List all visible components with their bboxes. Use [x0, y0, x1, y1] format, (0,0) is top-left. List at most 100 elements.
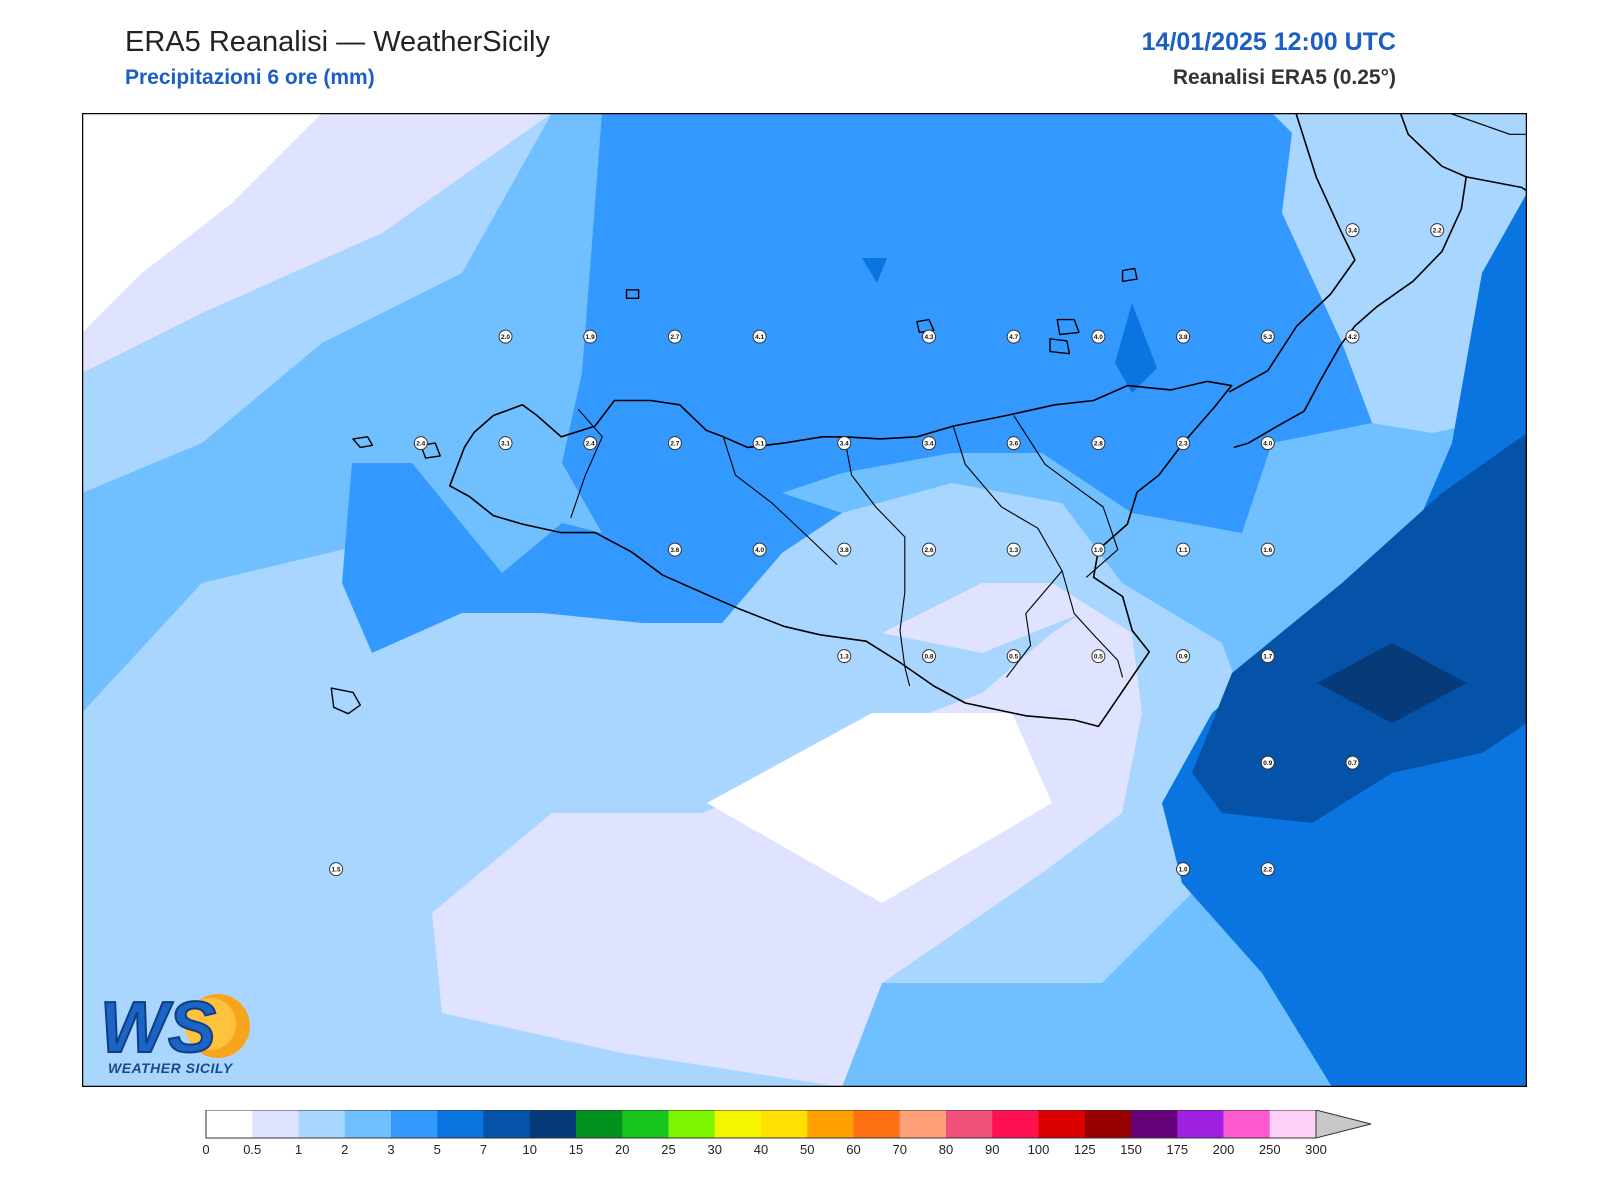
station-marker: 4.1 [752, 329, 767, 344]
band-5-7-local-2 [1115, 303, 1157, 393]
station-marker: 1.0 [1091, 542, 1106, 557]
station-marker: 0.5 [1006, 649, 1021, 664]
colorbar-swatch [714, 1110, 762, 1138]
station-value: 4.0 [1263, 441, 1272, 448]
station-marker: 1.3 [1006, 542, 1021, 557]
station-value: 2.7 [670, 441, 679, 448]
station-dot [1176, 649, 1191, 664]
band-0-05-center [707, 713, 1052, 903]
station-value: 4.0 [1094, 334, 1103, 341]
colorbar-tick-label: 50 [800, 1142, 814, 1157]
station-value: 0.8 [924, 654, 933, 661]
station-marker: 1.6 [1260, 542, 1275, 557]
station-marker: 3.8 [837, 542, 852, 557]
station-dot [1260, 862, 1275, 877]
station-marker: 2.7 [667, 329, 682, 344]
station-dot [837, 542, 852, 557]
province-border-8 [899, 630, 911, 687]
island-1 [352, 436, 374, 449]
island-2 [420, 442, 441, 459]
station-dot [752, 542, 767, 557]
station-marker: 3.4 [1345, 223, 1360, 238]
colorbar-swatch [1269, 1110, 1317, 1138]
band-05-1-center [882, 583, 1132, 653]
station-marker: 3.4 [837, 436, 852, 451]
station-dot [922, 436, 936, 451]
station-marker: 0.9 [1176, 649, 1191, 664]
colorbar-swatch [992, 1110, 1039, 1138]
station-marker: 0.7 [1345, 755, 1360, 770]
station-dot [1091, 436, 1106, 451]
station-dot [922, 542, 936, 557]
colorbar-swatch [483, 1110, 531, 1138]
colorbar-tick-label: 0 [202, 1142, 209, 1157]
station-marker: 4.2 [1345, 329, 1360, 344]
station-marker: 4.3 [922, 329, 936, 344]
colorbar-swatch [622, 1110, 669, 1138]
colorbar-swatch [1177, 1110, 1224, 1138]
station-value: 2.0 [501, 334, 510, 341]
station-marker: 0.8 [922, 649, 936, 664]
station-value: 3.1 [755, 441, 764, 448]
station-marker: 3.4 [922, 436, 936, 451]
station-marker: 2.2 [1260, 862, 1275, 877]
colorbar-swatch [1038, 1110, 1086, 1138]
station-dot [1176, 542, 1191, 557]
island-5 [916, 318, 935, 334]
station-value: 4.0 [755, 547, 764, 554]
station-dot [1176, 329, 1191, 344]
station-value: 0.5 [1094, 654, 1103, 661]
colorbar-swatch [252, 1110, 299, 1138]
sicily-coastline [449, 380, 1233, 728]
station-marker: 1.0 [1176, 862, 1191, 877]
station-dot [1260, 542, 1275, 557]
station-value: 1.5 [332, 867, 341, 874]
station-dot [667, 436, 682, 451]
station-value: 0.9 [1179, 654, 1188, 661]
station-dot [1345, 755, 1360, 770]
colorbar-tick-label: 40 [754, 1142, 768, 1157]
station-value: 1.0 [1094, 547, 1103, 554]
station-dot [1006, 542, 1021, 557]
station-dot [1260, 649, 1275, 664]
band-1-2-south [82, 533, 842, 1087]
colorbar-swatch [853, 1110, 901, 1138]
station-value: 1.0 [1179, 867, 1188, 874]
colorbar-swatch [576, 1110, 623, 1138]
station-marker: 2.0 [498, 329, 513, 344]
colorbar-swatch [298, 1110, 346, 1138]
station-marker: 3.6 [667, 542, 682, 557]
province-border-4 [952, 425, 1063, 572]
colorbar-tick-label: 7 [480, 1142, 487, 1157]
province-border-7 [1061, 570, 1124, 678]
band-7-10-east [1192, 433, 1527, 823]
island-8 [1121, 267, 1138, 282]
station-value: 4.2 [1348, 334, 1357, 341]
station-dot [1176, 862, 1191, 877]
province-border-2 [722, 436, 838, 565]
station-marker: 3.6 [1006, 436, 1021, 451]
colorbar-tick-label: 30 [708, 1142, 722, 1157]
station-dot [837, 436, 852, 451]
station-dot [413, 436, 428, 451]
station-marker: 1.7 [1260, 649, 1275, 664]
colorbar-swatch [206, 1110, 253, 1138]
station-value: 5.3 [1263, 334, 1272, 341]
colorbar-tick-label: 300 [1305, 1142, 1327, 1157]
colorbar-swatch [1131, 1110, 1178, 1138]
station-value: 0.9 [1263, 760, 1272, 767]
station-marker: 0.9 [1260, 755, 1275, 770]
station-marker: 2.8 [1091, 436, 1106, 451]
station-dot [1345, 329, 1360, 344]
colorbar-tick-label: 200 [1213, 1142, 1235, 1157]
province-border-3 [843, 436, 906, 631]
band-5-7-local [862, 258, 887, 283]
colorbar-swatch [529, 1110, 577, 1138]
station-dot [922, 329, 936, 344]
precipitation-map: 2.0 1.9 2.7 4.1 4.3 4.7 4.0 3.8 5.3 4.2 3.4 2.2 2.4 3… [82, 113, 1527, 1087]
station-dot [583, 329, 598, 344]
station-value: 3.8 [1179, 334, 1188, 341]
province-border-1 [570, 408, 603, 518]
colorbar-tick-label: 2 [341, 1142, 348, 1157]
station-marker: 4.0 [1091, 329, 1106, 344]
